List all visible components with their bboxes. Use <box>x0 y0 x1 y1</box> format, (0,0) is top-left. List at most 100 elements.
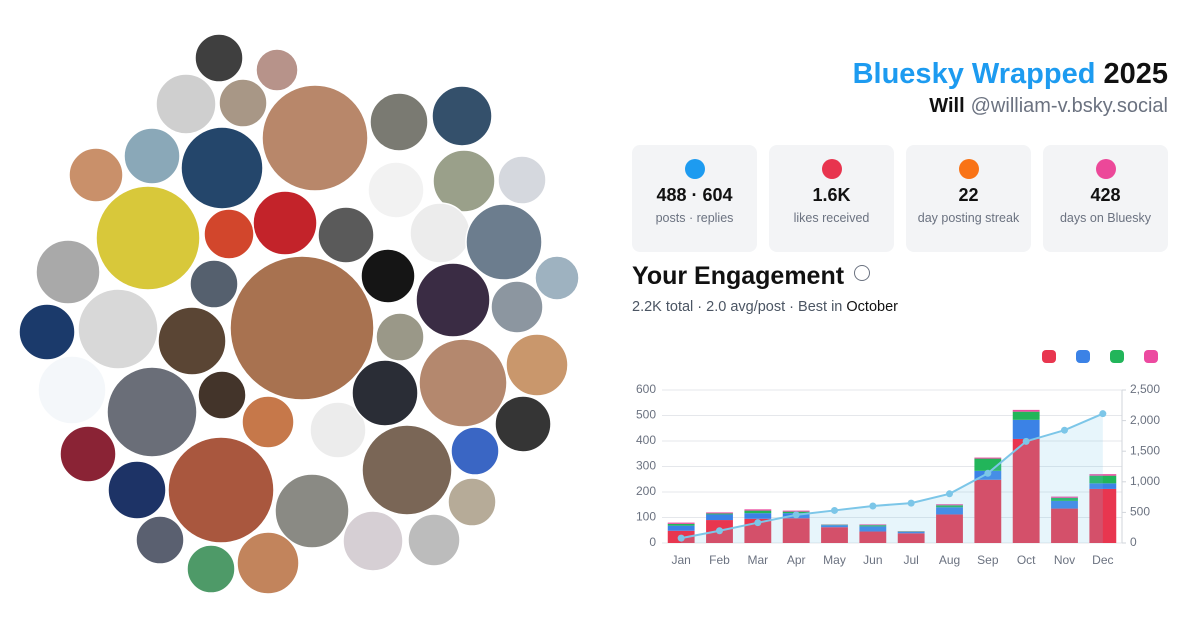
avatar[interactable] <box>431 85 493 147</box>
avatar[interactable] <box>197 370 247 420</box>
stat-icon <box>684 159 705 179</box>
avatar[interactable] <box>186 544 236 594</box>
avatar[interactable] <box>494 395 552 453</box>
avatar[interactable] <box>369 92 429 152</box>
avatar[interactable] <box>465 203 543 281</box>
x-tick-label: Apr <box>787 553 806 567</box>
avatar[interactable] <box>360 248 416 304</box>
avatar[interactable] <box>194 33 244 83</box>
avatar[interactable] <box>375 312 425 362</box>
avatar[interactable] <box>255 48 299 92</box>
avatar[interactable] <box>534 255 580 301</box>
bar-segment <box>1012 438 1040 543</box>
avatar[interactable] <box>203 208 255 260</box>
line-area <box>681 413 1103 543</box>
y-tick-label: 200 <box>636 484 656 498</box>
stat-card: 22 day posting streak <box>906 145 1031 252</box>
x-tick-label: Nov <box>1054 553 1075 567</box>
avatar[interactable] <box>167 436 275 544</box>
engagement-header: Your Engagement 2.2K total · 2.0 avg/pos… <box>632 262 898 315</box>
chart-title-text: Your Engagement <box>632 262 845 290</box>
avatar[interactable] <box>497 155 547 205</box>
avatar[interactable] <box>418 338 508 428</box>
stat-icon <box>821 159 842 179</box>
avatar[interactable] <box>351 359 419 427</box>
legend-icon[interactable] <box>1110 350 1124 363</box>
avatar[interactable] <box>18 303 76 361</box>
bar-segment <box>974 457 1002 459</box>
avatar[interactable] <box>123 127 181 185</box>
avatar[interactable] <box>252 190 318 256</box>
cumulative-line <box>680 412 1104 540</box>
avatar[interactable] <box>59 425 117 483</box>
title-year: 2025 <box>1103 58 1168 90</box>
x-tick-label: Sep <box>977 553 999 567</box>
avatar[interactable] <box>155 73 217 135</box>
bar-segment <box>821 527 848 543</box>
avatar[interactable] <box>95 185 201 291</box>
chart-title: Your Engagement <box>632 262 898 291</box>
avatar[interactable] <box>77 288 159 370</box>
bar-segment <box>744 513 772 519</box>
user-name: Will <box>929 95 965 117</box>
y2-tick-label: 1,500 <box>1130 443 1160 457</box>
line-point <box>1061 426 1068 434</box>
stat-card: 428 days on Bluesky <box>1043 145 1168 252</box>
avatar[interactable] <box>241 395 295 449</box>
user-handle: @william-v.bsky.social <box>970 95 1168 117</box>
avatar[interactable] <box>450 426 500 476</box>
avatar[interactable] <box>106 366 198 458</box>
x-tick-label: Feb <box>709 553 730 567</box>
avatar[interactable] <box>409 202 471 264</box>
avatar[interactable] <box>309 401 367 459</box>
avatar[interactable] <box>432 149 496 213</box>
avatar[interactable] <box>107 460 167 520</box>
x-tick-label: Jan <box>671 553 690 567</box>
avatar[interactable] <box>135 515 185 565</box>
avatar[interactable] <box>490 280 544 334</box>
avatar[interactable] <box>317 206 375 264</box>
bar-segment <box>897 531 925 532</box>
line-point <box>677 534 685 542</box>
bar-segment <box>706 513 733 515</box>
line-point <box>716 527 723 535</box>
bar-segment <box>1089 474 1117 476</box>
y2-tick-label: 0 <box>1130 535 1137 549</box>
legend-icon[interactable] <box>1076 350 1090 363</box>
avatar[interactable] <box>505 333 569 397</box>
avatar[interactable] <box>157 306 227 376</box>
bar-segment <box>667 522 695 524</box>
avatar[interactable] <box>35 239 101 305</box>
legend-icon[interactable] <box>1144 350 1158 363</box>
line-point <box>869 502 877 510</box>
y2-tick-label: 1,000 <box>1130 474 1160 488</box>
avatar[interactable] <box>37 355 107 425</box>
avatar[interactable] <box>407 513 461 567</box>
avatar[interactable] <box>367 161 425 219</box>
avatar[interactable] <box>68 147 124 203</box>
legend-icon[interactable] <box>1042 350 1056 363</box>
avatar[interactable] <box>361 424 453 516</box>
stat-card: 488 · 604 posts · replies <box>632 145 757 252</box>
avatar[interactable] <box>447 477 497 527</box>
avatar[interactable] <box>274 473 350 549</box>
avatar[interactable] <box>415 262 491 338</box>
line-point <box>792 511 800 519</box>
y-tick-label: 300 <box>636 459 656 473</box>
y-tick-label: 100 <box>636 510 656 524</box>
stat-label: posts · replies <box>655 211 734 225</box>
avatar[interactable] <box>180 126 264 210</box>
avatar[interactable] <box>229 255 375 401</box>
avatar[interactable] <box>189 259 239 309</box>
avatar[interactable] <box>261 84 369 192</box>
info-icon[interactable] <box>854 265 871 281</box>
avatar[interactable] <box>236 531 300 595</box>
x-tick-label: Jun <box>863 553 882 567</box>
x-tick-label: Oct <box>1017 553 1036 567</box>
bar-segment <box>782 518 810 543</box>
avatar[interactable] <box>218 78 268 128</box>
avatar[interactable] <box>342 510 404 572</box>
stat-label: likes received <box>793 211 870 225</box>
y-tick-label: 600 <box>636 382 656 396</box>
stat-cards: 488 · 604 posts · replies 1.6K likes receiv… <box>632 145 1168 252</box>
